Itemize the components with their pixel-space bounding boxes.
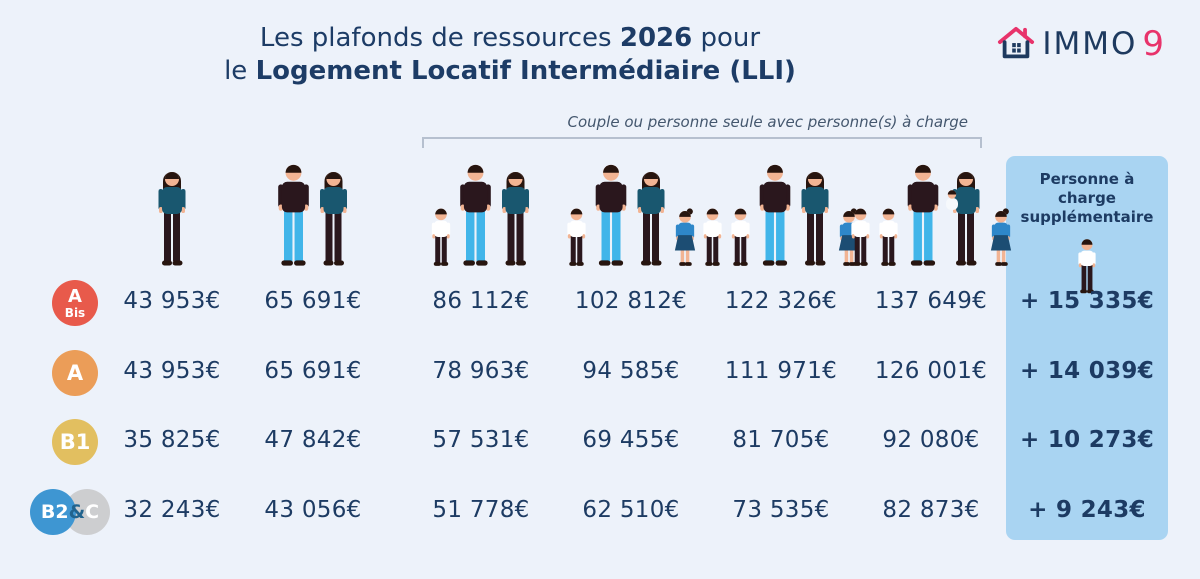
page-title: Les plafonds de ressources 2026 pour le … [180, 22, 840, 88]
ceiling-b1-col1: 35 825€ [123, 427, 221, 453]
ceiling-b1-col3: 57 531€ [432, 427, 530, 453]
ceiling-abis-col5: 122 326€ [724, 288, 838, 314]
ceiling-b2c-col6: 82 873€ [882, 497, 980, 523]
man-icon [759, 164, 791, 266]
ceiling-a-col5: 111 971€ [724, 358, 838, 384]
ceiling-a-col2: 65 691€ [264, 358, 362, 384]
boy-icon [431, 208, 451, 266]
woman-icon [502, 172, 529, 266]
zone-badge-circle-blue [30, 489, 76, 535]
boy-icon [851, 208, 870, 266]
ceiling-abis-col4: 102 812€ [574, 288, 688, 314]
girl-icon [674, 208, 696, 266]
ceiling-b2c-col5: 73 535€ [732, 497, 830, 523]
bracket-label: Couple ou personne seule avec personne(s… [567, 113, 968, 131]
ceiling-b2c-col2: 43 056€ [264, 497, 362, 523]
child-icon [1078, 239, 1096, 294]
household-couple-3-dependants [700, 162, 862, 268]
extra-charge-column: Personne à charge supplémentaire [1006, 156, 1168, 540]
ceiling-b1-col4: 69 455€ [582, 427, 680, 453]
boy-icon [703, 208, 722, 266]
title-line-1: Les plafonds de ressources 2026 pour [259, 23, 761, 53]
man-icon [278, 164, 309, 266]
household-couple-2-dependants [564, 162, 698, 268]
ceiling-b1-col6: 92 080€ [882, 427, 980, 453]
logo-digit: 9 [1142, 24, 1164, 64]
ceiling-b2c-col3: 51 778€ [432, 497, 530, 523]
man-icon [595, 164, 627, 266]
woman-icon [320, 172, 347, 266]
ceiling-b1-col5: 81 705€ [732, 427, 830, 453]
zone-badge-a: A [52, 350, 98, 396]
ceiling-a-col4: 94 585€ [582, 358, 680, 384]
ceiling-abis-col6: 137 649€ [874, 288, 988, 314]
household-single-person [154, 168, 190, 268]
zone-badge-abis: A Bis [52, 280, 98, 326]
boy-icon [567, 208, 586, 266]
household-couple [275, 162, 352, 268]
bracket-line [422, 137, 982, 148]
ceiling-abis-col1: 43 953€ [123, 288, 221, 314]
ceiling-b1-col2: 47 842€ [264, 427, 362, 453]
man-icon [460, 164, 491, 266]
ceiling-b2c-extra-person: + 9 243€ [1028, 497, 1146, 523]
woman-baby-icon [945, 168, 985, 268]
zone-badge-label: B2 & C [40, 501, 100, 523]
immo9-logo: IMMO 9 [995, 24, 1164, 64]
ceiling-a-col6: 126 001€ [874, 358, 988, 384]
ceiling-a-extra-person: + 14 039€ [1019, 358, 1154, 384]
household-couple-1-dependant [429, 162, 534, 268]
zone-badge-label: A [68, 285, 82, 307]
household-couple-4-dependants [848, 162, 1014, 268]
ceiling-b2c-col4: 62 510€ [582, 497, 680, 523]
boy-icon [879, 208, 898, 266]
ceiling-abis-col3: 86 112€ [432, 288, 530, 314]
woman-icon [637, 172, 665, 266]
zone-badge-b1: B1 [52, 419, 98, 465]
zone-badge-label: A [66, 360, 84, 385]
title-line-2: le Logement Locatif Intermédiaire (LLI) [224, 56, 796, 86]
zone-badge-label: B1 [59, 429, 91, 454]
woman-icon [801, 172, 829, 266]
girl-icon [990, 208, 1012, 266]
ceiling-b1-extra-person: + 10 273€ [1019, 427, 1154, 453]
extra-column-header: Personne à charge supplémentaire [1020, 170, 1154, 226]
ceiling-b2c-col1: 32 243€ [123, 497, 221, 523]
house-icon [998, 26, 1035, 59]
ceiling-abis-col2: 65 691€ [264, 288, 362, 314]
logo-wordmark: IMMO [1042, 26, 1138, 62]
ceiling-a-col3: 78 963€ [432, 358, 530, 384]
woman-icon [158, 172, 186, 266]
ceiling-abis-extra-person: + 15 335€ [1019, 288, 1154, 314]
boy-icon [731, 208, 750, 266]
zone-badge-b2c: B2 & C [30, 489, 110, 535]
man-icon [907, 164, 939, 266]
ceiling-a-col1: 43 953€ [123, 358, 221, 384]
zone-badge-sublabel: Bis [64, 305, 86, 320]
